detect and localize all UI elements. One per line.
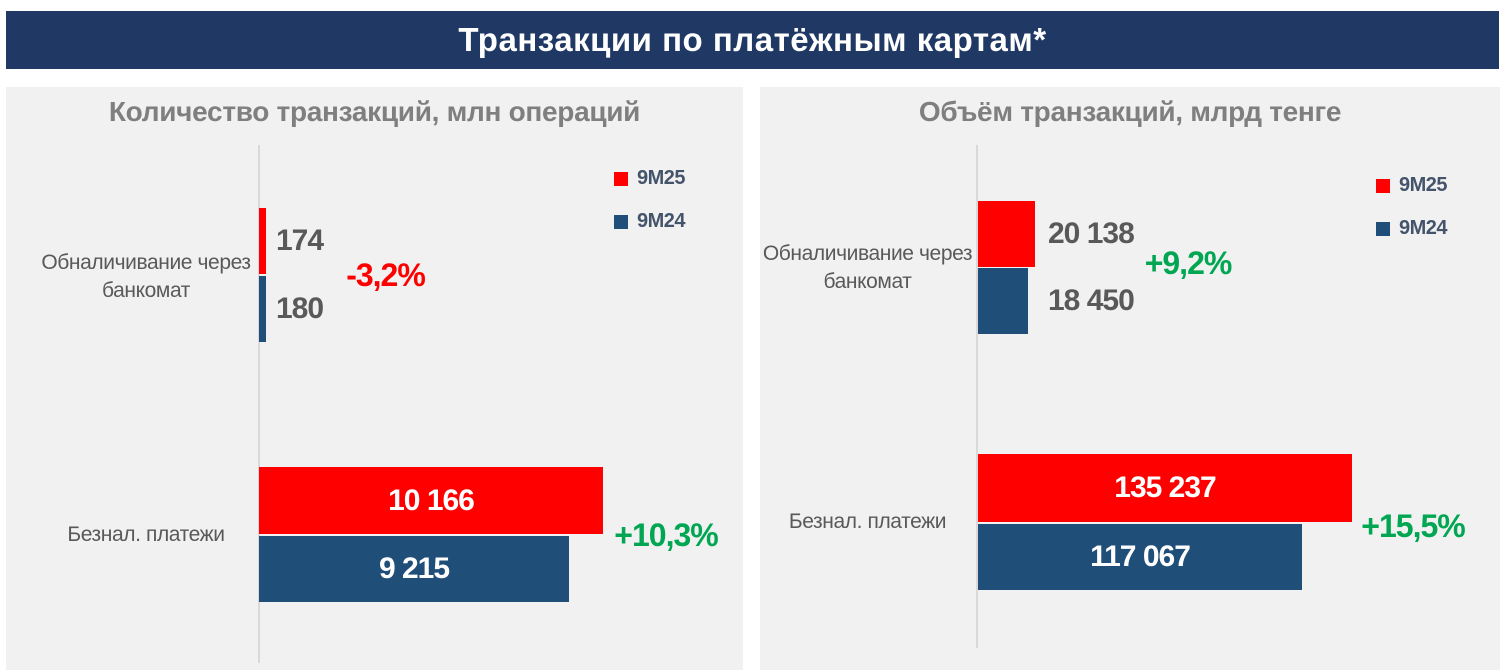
- legend-label-9m24: 9M24: [637, 210, 686, 232]
- category-label-line: банкомат: [102, 279, 190, 302]
- legend-item-9m25: 9M25: [614, 167, 686, 190]
- value-label-9m24-atm: 18 450: [1048, 284, 1135, 317]
- value-label-9m25-cashless: 135 237: [1114, 471, 1216, 504]
- legend-label-9m25: 9M25: [1399, 174, 1448, 196]
- category-label-line: банкомат: [823, 270, 912, 293]
- legend-label-9m24: 9M24: [1399, 217, 1448, 239]
- category-label-cashless: Безнал. платежи: [760, 508, 975, 536]
- legend-swatch-9m24-icon: [614, 214, 628, 229]
- category-label-atm: Обналичивание через банкомат: [31, 249, 261, 305]
- category-label-line: Обналичивание через: [762, 242, 973, 265]
- value-label-9m24-cashless: 9 215: [378, 552, 450, 585]
- legend-item-9m24: 9M24: [1376, 217, 1448, 240]
- value-label-9m25-atm: 174: [276, 224, 324, 257]
- y-axis-line: [258, 145, 260, 663]
- category-label-line: Обналичивание через: [41, 251, 251, 274]
- chart-title-volume: Объём транзакций, млрд тенге: [918, 96, 1342, 127]
- bar-9m25-cashless: [259, 467, 603, 534]
- header-bar: Транзакции по платёжным картам*: [6, 11, 1499, 69]
- chart-panel-count: Количество транзакций, млн операций 9M25…: [6, 87, 743, 670]
- legend-swatch-9m25-icon: [1376, 178, 1390, 193]
- legend-label-9m25: 9M25: [637, 167, 686, 189]
- bar-9m25-cashless: [978, 454, 1352, 522]
- legend-swatch-9m24-icon: [1376, 221, 1390, 236]
- legend-item-9m25: 9M25: [1376, 174, 1448, 197]
- bar-9m24-atm: [978, 268, 1028, 334]
- category-label-line: Безнал. платежи: [67, 523, 225, 546]
- value-label-9m25-cashless: 10 166: [388, 483, 475, 517]
- category-label-atm: Обналичивание через банкомат: [760, 240, 975, 296]
- value-label-9m25-atm: 20 138: [1048, 217, 1135, 250]
- category-label-line: Безнал. платежи: [788, 510, 947, 533]
- legend-swatch-9m25-icon: [614, 171, 628, 186]
- category-label-cashless: Безнал. платежи: [31, 521, 261, 549]
- y-axis-line: [976, 145, 978, 648]
- chart-panel-volume: Объём транзакций, млрд тенге 9M25 9M24 О…: [760, 87, 1500, 670]
- bar-9m25-atm: [259, 208, 266, 274]
- change-label-atm: +9,2%: [1144, 244, 1233, 281]
- value-label-9m24-cashless: 117 067: [1090, 540, 1191, 573]
- legend-item-9m24: 9M24: [614, 210, 686, 233]
- change-label-atm: -3,2%: [346, 256, 426, 293]
- page-title: Транзакции по платёжным картам*: [458, 21, 1047, 58]
- change-label-cashless: +15,5%: [1361, 507, 1465, 544]
- change-label-cashless: +10,3%: [614, 516, 718, 553]
- chart-title-count: Количество транзакций, млн операций: [108, 96, 641, 127]
- bar-9m24-cashless: [259, 536, 569, 602]
- value-label-9m24-atm: 180: [276, 292, 324, 325]
- bar-9m24-atm: [259, 276, 266, 342]
- bar-9m25-atm: [978, 201, 1035, 267]
- bar-9m24-cashless: [978, 524, 1302, 590]
